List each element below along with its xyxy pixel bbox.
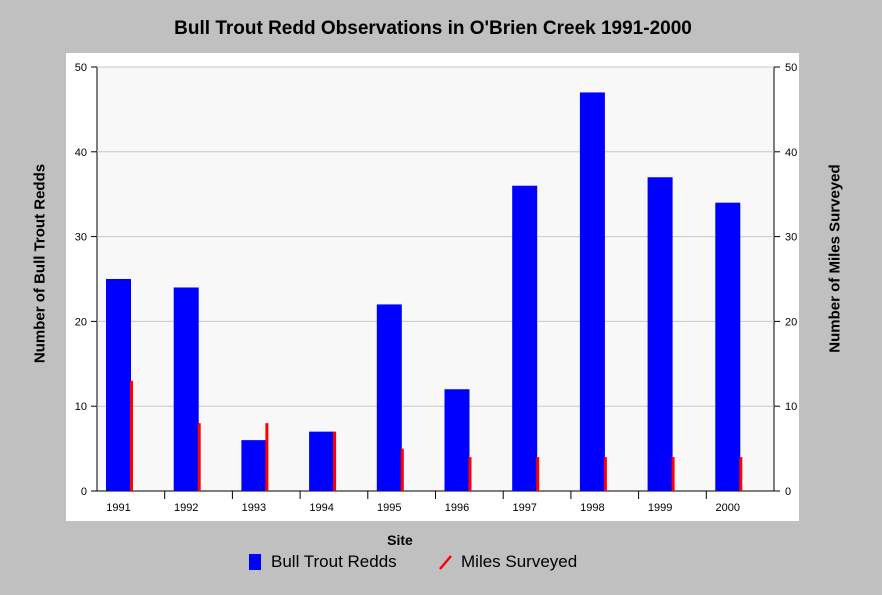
y-tick-label-left: 10 bbox=[75, 401, 87, 413]
redd-bar bbox=[173, 287, 199, 491]
miles-line bbox=[130, 380, 133, 491]
redd-bar bbox=[444, 389, 470, 491]
miles-line bbox=[197, 423, 201, 491]
miles-line bbox=[536, 457, 540, 491]
redd-bar bbox=[309, 431, 335, 491]
miles-line bbox=[603, 457, 607, 491]
x-tick-label: 2000 bbox=[716, 502, 740, 514]
x-axis-label: Site bbox=[387, 532, 413, 548]
redd-bar bbox=[579, 92, 605, 491]
redd-bar bbox=[512, 185, 538, 491]
y-tick-label-left: 50 bbox=[75, 62, 87, 74]
y-tick-label-right: 10 bbox=[785, 401, 797, 413]
y-tick-label-right: 0 bbox=[785, 486, 791, 498]
legend-swatch-redds bbox=[249, 554, 261, 570]
chart-title: Bull Trout Redd Observations in O'Brien … bbox=[174, 18, 692, 39]
legend-item-redds: Bull Trout Redds bbox=[249, 552, 397, 572]
x-tick-label: 1998 bbox=[580, 502, 604, 514]
y-tick-label-left: 40 bbox=[75, 147, 87, 159]
y-tick-label-left: 30 bbox=[75, 232, 87, 244]
miles-line bbox=[671, 457, 675, 491]
y-tick-label-left: 0 bbox=[81, 486, 87, 498]
miles-line bbox=[739, 457, 743, 491]
y-tick-label-right: 40 bbox=[785, 147, 797, 159]
bar-group bbox=[106, 92, 743, 492]
legend-label-redds: Bull Trout Redds bbox=[271, 552, 397, 571]
x-tick-label: 1992 bbox=[174, 502, 198, 514]
legend-item-miles: Miles Surveyed bbox=[438, 552, 577, 572]
legend-label-miles: Miles Surveyed bbox=[461, 552, 578, 571]
y-tick-label-right: 20 bbox=[785, 316, 797, 328]
legend: Bull Trout Redds Miles Surveyed bbox=[0, 552, 882, 578]
y-tick-label-right: 50 bbox=[785, 62, 797, 74]
redd-bar bbox=[241, 440, 267, 491]
x-tick-label: 1996 bbox=[445, 502, 469, 514]
miles-line bbox=[468, 457, 472, 491]
miles-line bbox=[333, 431, 337, 491]
x-tick-label: 1999 bbox=[648, 502, 672, 514]
redd-bar bbox=[715, 202, 741, 491]
x-tick-label: 1994 bbox=[309, 502, 333, 514]
miles-line bbox=[400, 448, 404, 491]
redd-bar bbox=[106, 279, 131, 491]
y-tick-label-left: 20 bbox=[75, 316, 87, 328]
x-tick-label: 1997 bbox=[512, 502, 536, 514]
miles-line bbox=[265, 423, 269, 491]
x-tick-label: 1993 bbox=[242, 502, 266, 514]
redd-bar bbox=[376, 304, 402, 491]
axes: 0 0 10 10 20 20 30 30 40 40 50 50 1991 1992 1993 1994 19… bbox=[75, 62, 798, 514]
x-tick-label: 1991 bbox=[106, 502, 130, 514]
x-tick-label: 1995 bbox=[377, 502, 401, 514]
legend-swatch-miles bbox=[439, 555, 452, 570]
redd-bar bbox=[647, 177, 673, 492]
y-tick-label-right: 30 bbox=[785, 232, 797, 244]
